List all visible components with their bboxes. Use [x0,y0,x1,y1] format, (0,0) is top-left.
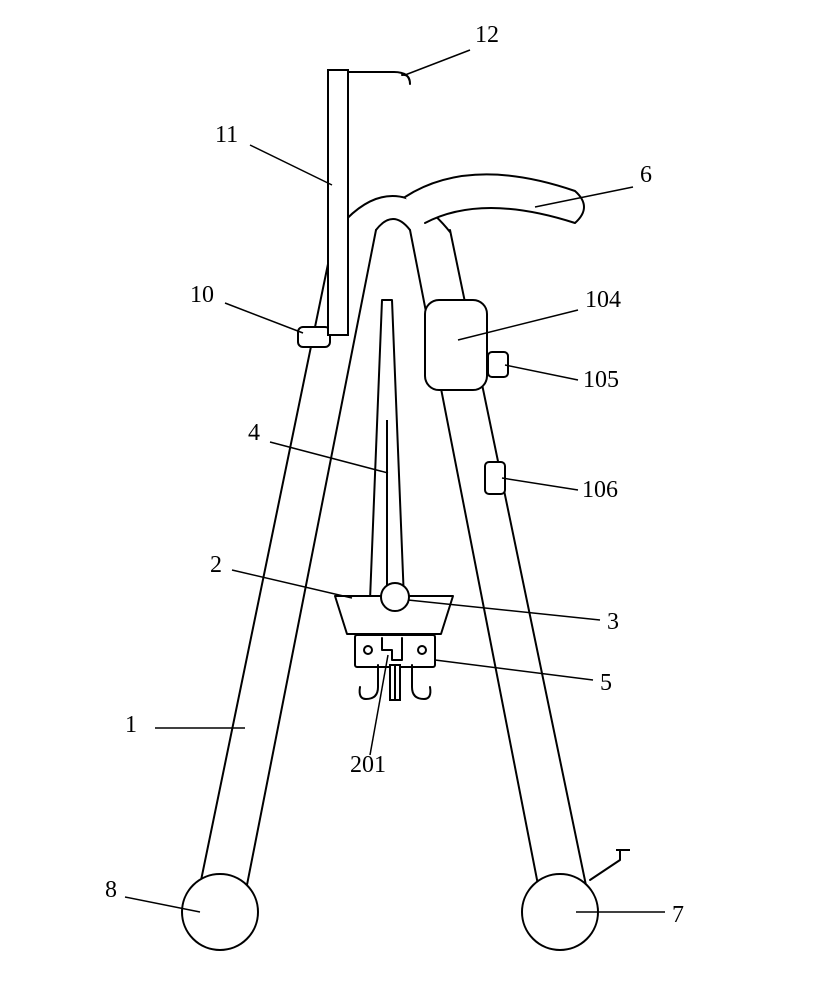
callout-label-12: 12 [475,22,499,49]
callout-label-1: 1 [125,712,137,739]
callout-label-10: 10 [190,282,214,309]
callout-label-106: 106 [582,477,618,504]
callout-label-104: 104 [585,287,621,314]
callout-label-8: 8 [105,877,117,904]
callout-label-6: 6 [640,162,652,189]
callout-label-3: 3 [607,609,619,636]
callout-label-11: 11 [215,122,238,149]
callout-label-201: 201 [350,752,386,779]
callout-label-7: 7 [672,902,684,929]
callout-label-2: 2 [210,552,222,579]
callout-label-4: 4 [248,420,260,447]
callout-label-105: 105 [583,367,619,394]
diagram-canvas [0,0,839,1000]
callout-label-5: 5 [600,670,612,697]
